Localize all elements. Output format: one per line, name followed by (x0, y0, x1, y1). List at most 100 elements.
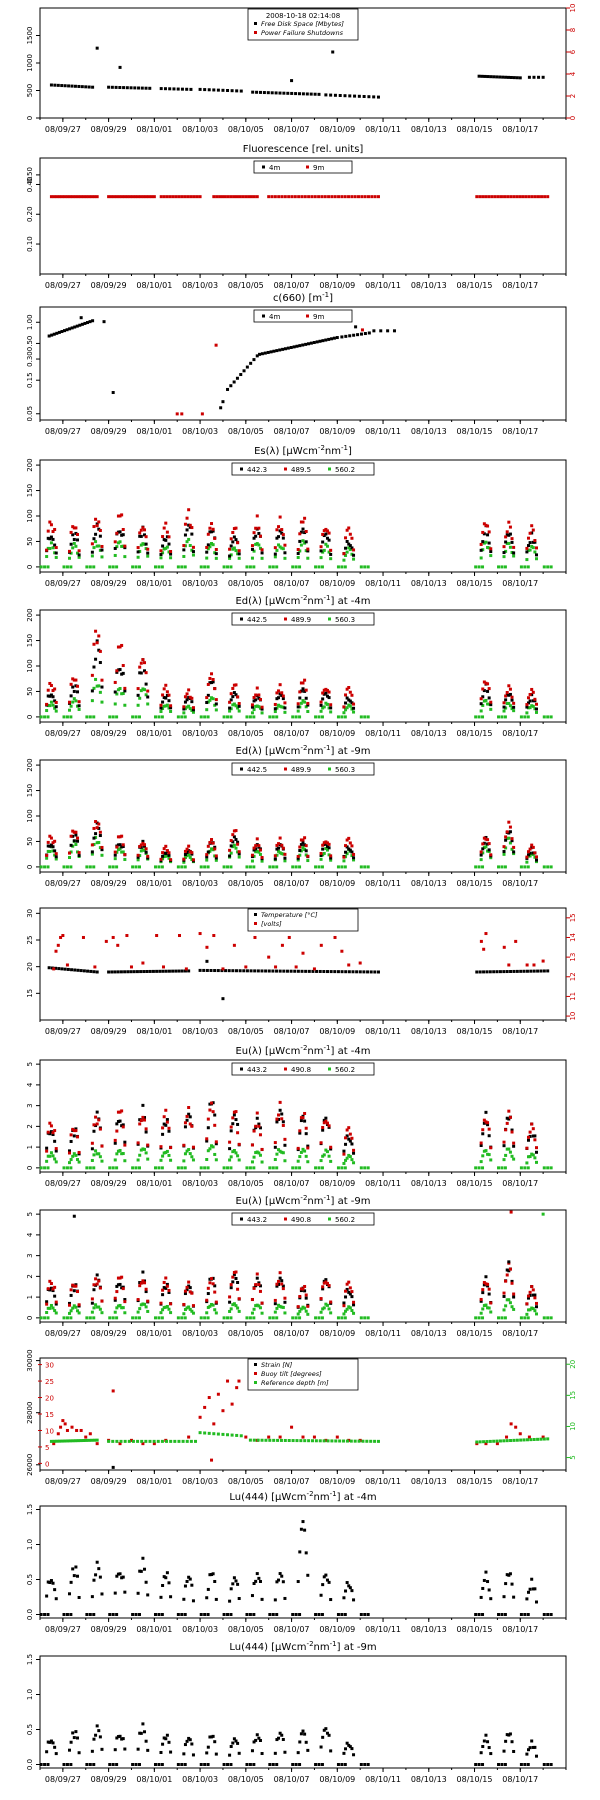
point-560-2 (161, 1308, 165, 1312)
y-tick-label: 50 (26, 837, 34, 846)
point-temperature-c- (82, 969, 86, 973)
point-560-2 (319, 556, 323, 560)
point-489-5 (210, 522, 214, 526)
point-temperature-c- (289, 969, 293, 973)
point-443-2 (258, 1284, 262, 1288)
point-560-3 (136, 858, 140, 862)
point-night (226, 1613, 230, 1616)
point-free-disk-space-mbytes- (483, 74, 487, 78)
point-489-9 (345, 838, 349, 842)
point-free-disk-space-mbytes- (230, 89, 234, 93)
point-buoy-tilt-degrees- (278, 1435, 282, 1439)
point-560-2 (45, 1159, 49, 1163)
point-442-5 (489, 703, 493, 707)
point-560-2 (512, 554, 516, 558)
point-night (275, 1763, 279, 1766)
point-560-2 (187, 1148, 191, 1152)
point-free-disk-space-mbytes- (353, 94, 357, 98)
point-560-3 (298, 705, 302, 709)
point-489-5 (232, 527, 236, 531)
point-reference-depth-m- (376, 1439, 380, 1443)
point-560-3 (120, 692, 124, 696)
point-489-9 (136, 853, 140, 857)
point-night (340, 565, 344, 569)
point-489-5 (206, 532, 210, 536)
point-560-3 (533, 855, 537, 859)
point-560-2 (113, 553, 117, 557)
point-temperature-c- (502, 970, 506, 974)
point-extra (509, 1210, 513, 1214)
point-night (314, 1613, 318, 1616)
point-temperature-c- (66, 967, 70, 971)
point-489-5 (482, 522, 486, 526)
point-489-5 (214, 548, 218, 552)
point-value (118, 1572, 122, 1576)
point-442-5 (296, 856, 300, 860)
point-443-2 (121, 1123, 125, 1127)
point-night (203, 1613, 207, 1616)
point-443-2 (94, 1283, 98, 1287)
x-tick-label: 08/10/11 (365, 281, 401, 290)
point-9m (290, 195, 294, 199)
point-value (214, 1597, 218, 1601)
point-9m (512, 195, 516, 199)
point-490-8 (324, 1280, 328, 1284)
point-night (519, 1763, 523, 1766)
point-489-9 (484, 837, 488, 841)
point-443-2 (299, 1289, 303, 1293)
point-9m (487, 195, 491, 199)
point-442-5 (118, 668, 122, 672)
point-489-9 (502, 701, 506, 705)
point-560-2 (508, 1150, 512, 1154)
point-442-5 (237, 852, 241, 856)
point-night (111, 1166, 115, 1170)
point-night (497, 1763, 501, 1766)
point-560-2 (482, 1304, 486, 1308)
point-buoy-tilt-degrees- (61, 1419, 65, 1423)
point-489-9 (229, 839, 233, 843)
point-489-9 (237, 850, 241, 854)
point-443-2 (481, 1291, 485, 1295)
point-temperature-c- (161, 969, 165, 973)
point-490-8 (250, 1298, 254, 1302)
point-442-3 (116, 530, 120, 534)
point-560-3 (301, 846, 305, 850)
point-free-disk-space-mbytes- (509, 75, 513, 79)
point-560-2 (528, 548, 532, 552)
point-free-disk-space-mbytes- (274, 91, 278, 95)
point-560-2 (534, 1160, 538, 1164)
point-reference-depth-m- (307, 1439, 311, 1443)
point-night (203, 1763, 207, 1766)
point-489-5 (228, 547, 232, 551)
point-temperature-c- (311, 969, 315, 973)
point-560-3 (118, 847, 122, 851)
point-442-3 (487, 541, 491, 545)
x-tick-label: 08/10/11 (365, 729, 401, 738)
point-reference-depth-m- (252, 1438, 256, 1442)
point-443-2 (322, 1118, 326, 1122)
point-489-9 (120, 834, 124, 838)
point-temperature-c- (116, 970, 120, 974)
point-value (94, 1733, 98, 1737)
point-9m (543, 195, 547, 199)
point-442-3 (255, 527, 259, 531)
point-442-3 (121, 533, 125, 537)
point-night (85, 1316, 89, 1320)
point-temperature-c- (275, 969, 279, 973)
point-489-9 (534, 855, 538, 859)
point-4m (281, 347, 285, 351)
x-tick-label: 08/10/01 (136, 281, 172, 290)
point-560-2 (319, 1159, 323, 1163)
point-490-8 (206, 1117, 210, 1121)
point-free-disk-space-mbytes- (298, 92, 302, 96)
point-reference-depth-m- (260, 1438, 264, 1442)
x-tick-label: 08/10/17 (502, 1179, 538, 1188)
legend-label: 489.9 (291, 766, 311, 774)
point-560-2 (281, 1151, 285, 1155)
point-night (203, 1166, 207, 1170)
point-442-5 (350, 701, 354, 705)
point-value (232, 1576, 236, 1580)
point-560-3 (139, 849, 143, 853)
point-560-2 (68, 1161, 72, 1165)
x-tick-label: 08/10/11 (365, 879, 401, 888)
